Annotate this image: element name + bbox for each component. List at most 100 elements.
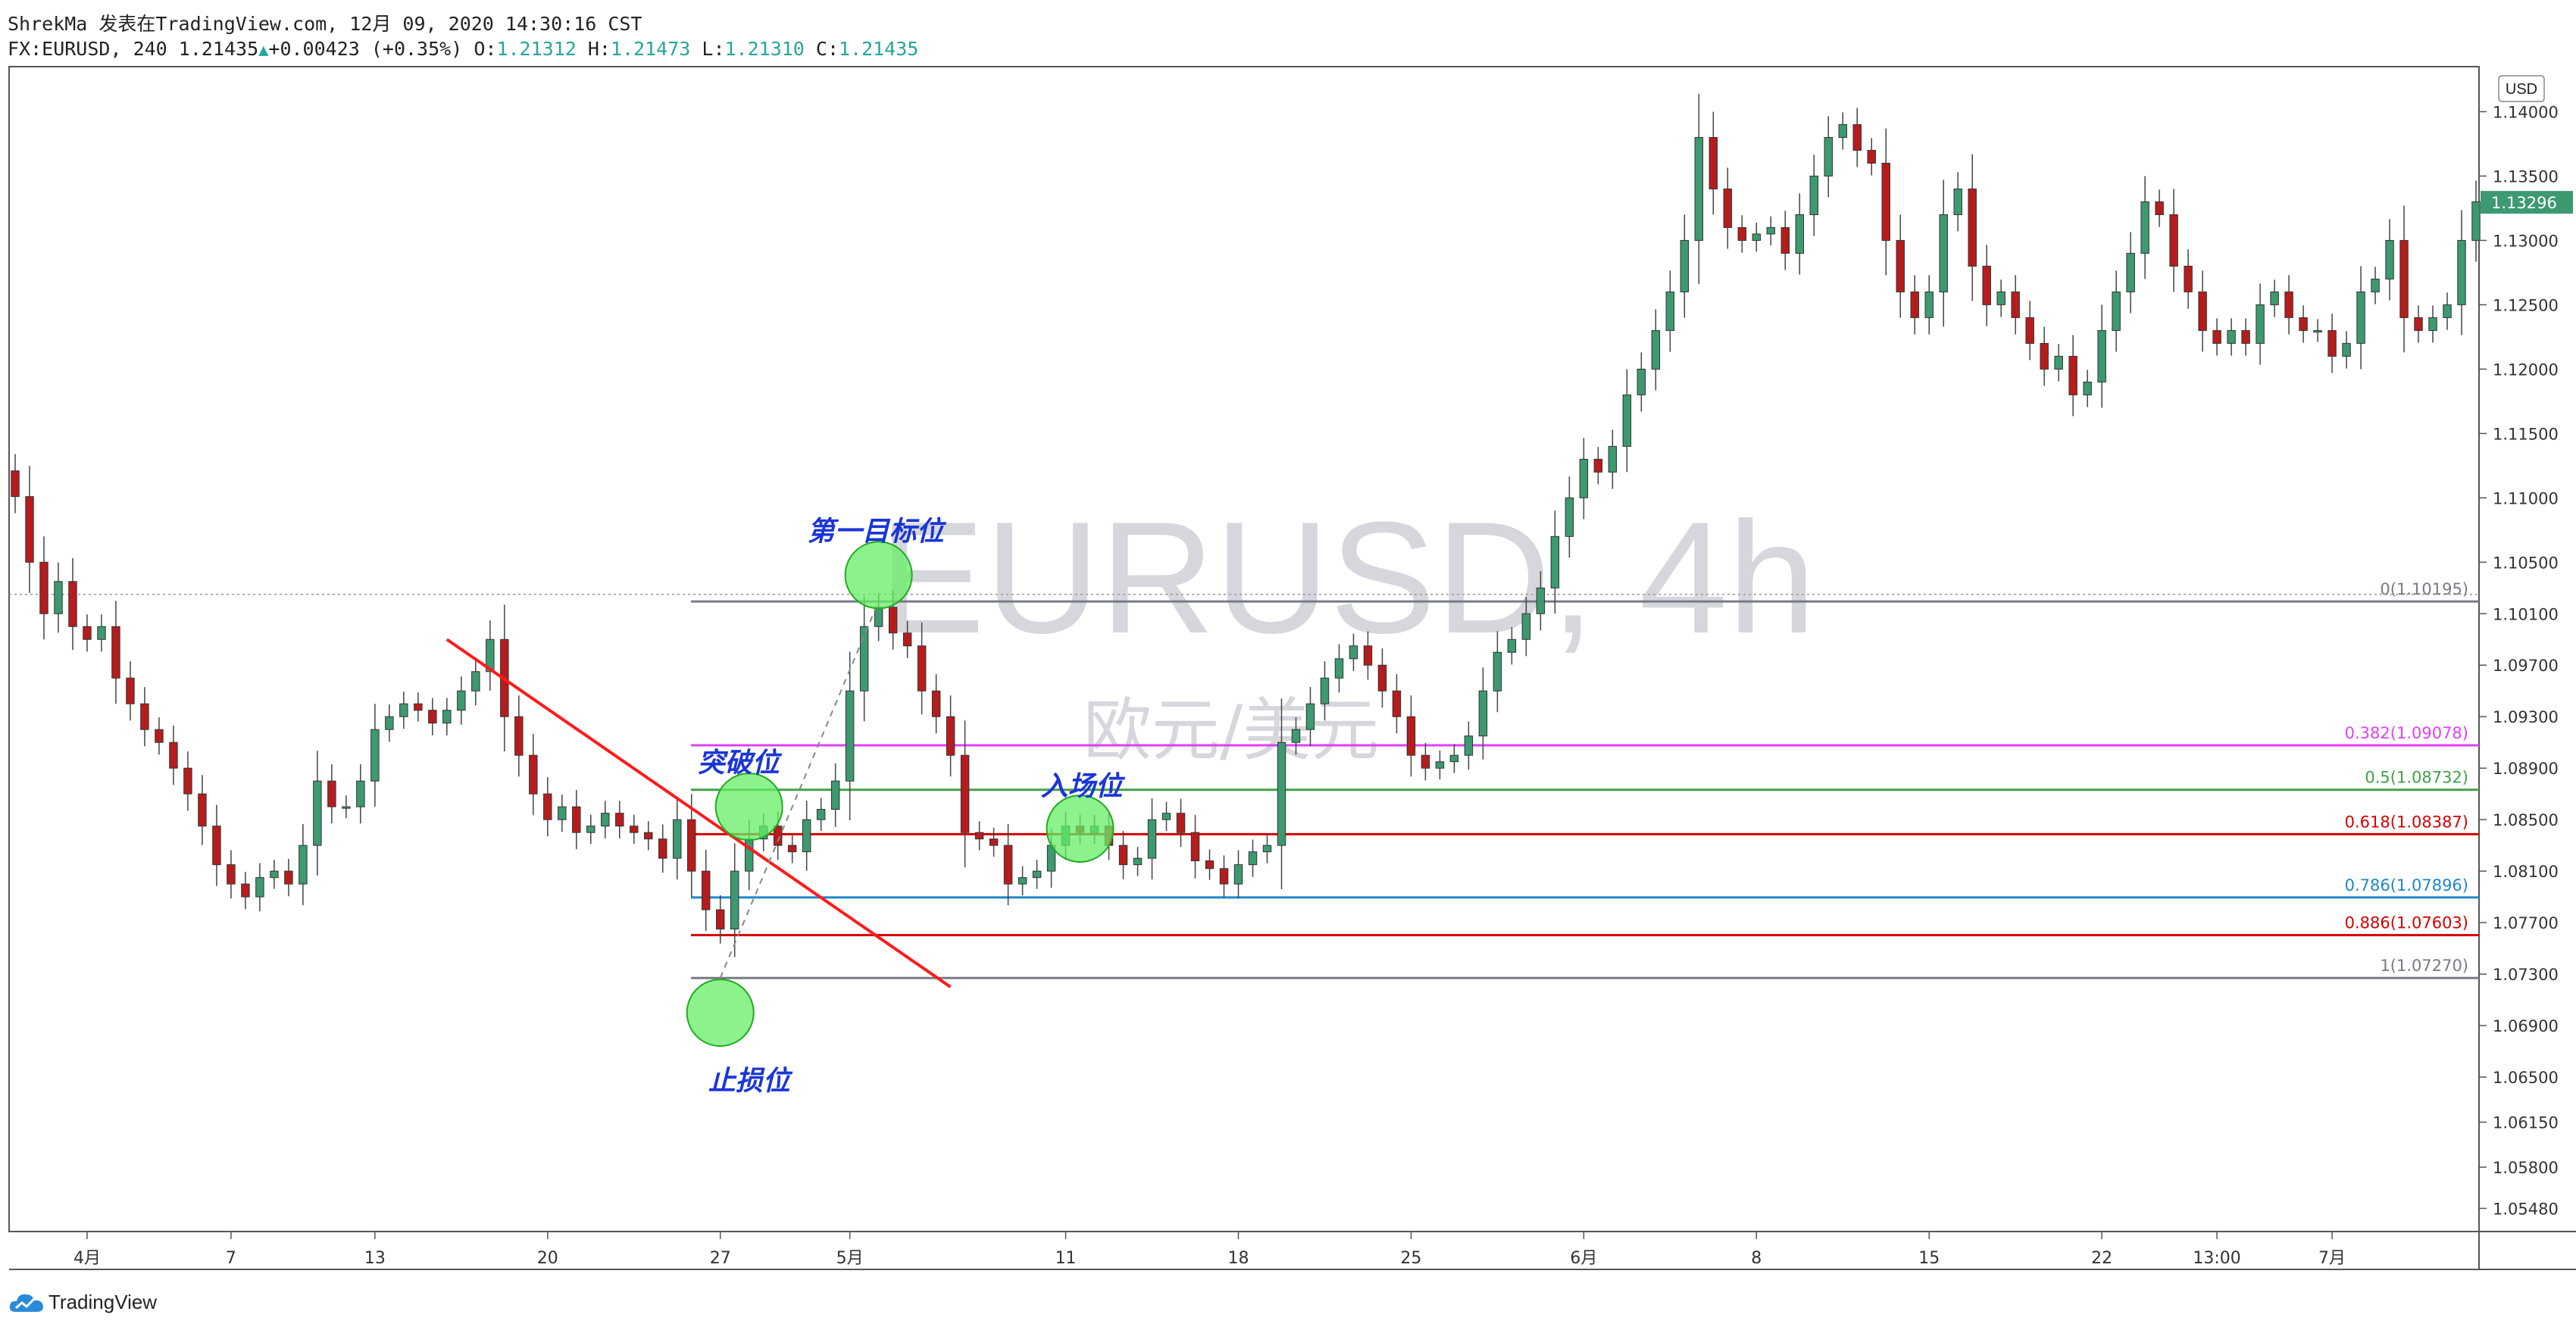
candle-body [1996, 291, 2005, 305]
fib-level-label: 0(1.10195) [2380, 580, 2468, 598]
candle-body [399, 703, 408, 717]
candle-body [155, 729, 164, 743]
candle-body [1248, 851, 1258, 866]
candle-body [902, 632, 912, 647]
fib-level-label: 0.618(1.08387) [2345, 813, 2468, 831]
trendline-group[interactable] [445, 601, 952, 988]
watermark-subtitle: 欧元/美元 [1083, 691, 1379, 770]
y-tick-label: 1.06900 [2493, 1017, 2559, 1035]
candle-body [2256, 304, 2265, 344]
annotation-circle [844, 541, 913, 610]
y-tick-label: 1.08900 [2493, 760, 2559, 778]
candle-body [1161, 813, 1171, 820]
candle-body [1435, 761, 1445, 769]
candle-body [1147, 819, 1157, 859]
fib-level-label: 1(1.07270) [2380, 957, 2468, 975]
trendline[interactable] [445, 638, 952, 988]
candle-body [2040, 342, 2049, 370]
annotation-label: 突破位 [698, 748, 783, 779]
candle-body [701, 870, 711, 910]
chart-header: ShrekMa 发表在TradingView.com, 12月 09, 2020… [8, 6, 1371, 64]
candle-body [1478, 690, 1488, 737]
candle-body [673, 819, 682, 859]
candle-body [543, 793, 552, 820]
candle-body [1291, 729, 1301, 743]
candle-body [1018, 877, 1027, 885]
candle-body [1565, 497, 1574, 537]
candle-body [1464, 735, 1474, 756]
candle-body [2112, 291, 2121, 331]
candle-body [313, 780, 322, 846]
candle-body [284, 870, 293, 885]
high-label: H: [587, 38, 611, 60]
candle-body [2227, 329, 2236, 344]
candle-body [1651, 329, 1661, 370]
candle-body [2054, 355, 2063, 370]
currency-badge-box[interactable] [2498, 75, 2545, 102]
candle-body [1896, 239, 1905, 292]
y-tick-label: 1.07700 [2493, 914, 2559, 932]
candle-body [787, 845, 797, 853]
fib-level-label: 0.886(1.07603) [2345, 914, 2468, 932]
annotation-circle [1046, 795, 1114, 863]
candle-body [1334, 658, 1344, 679]
tradingview-logo[interactable]: TradingView [9, 1288, 236, 1318]
y-tick-label: 1.06500 [2493, 1069, 2559, 1087]
candle-body [1665, 291, 1675, 331]
candle-body [2399, 239, 2409, 318]
candle-body [644, 832, 653, 840]
candle-body [2327, 329, 2337, 357]
candle-body [25, 496, 34, 563]
x-tick-label: 7 [226, 1249, 236, 1268]
high-value: 1.21473 [610, 38, 691, 60]
currency-badge[interactable]: USD [2506, 81, 2537, 98]
candle-body [1521, 613, 1531, 640]
x-tick-label: 5月 [836, 1249, 864, 1268]
y-tick-label: 1.05800 [2493, 1159, 2559, 1177]
candle-body [1305, 703, 1315, 730]
candle-body [601, 813, 610, 827]
last-price: 1.21435 [178, 38, 259, 60]
open-value: 1.21312 [496, 38, 577, 60]
candle-body [960, 754, 970, 833]
candle-body [2083, 381, 2092, 395]
x-tick-label: 8 [1751, 1249, 1762, 1268]
candle-body [1622, 394, 1632, 447]
fibonacci-retracement[interactable]: 0(1.10195) 0.382(1.09078) 0.5(1.08732) 0.61… [691, 580, 2479, 979]
time-axis[interactable]: 4月 7 13 20 27 5月 11 18 25 6月 8 15 22 13:00 7月 [73, 1232, 2346, 1268]
candle-body [227, 864, 236, 885]
candle-body [1593, 458, 1603, 473]
candle-body [1377, 664, 1387, 692]
candle-body [1205, 860, 1215, 869]
tradingview-wordmark: TradingView [48, 1291, 158, 1313]
candle-body [2356, 291, 2365, 344]
candle-body [1708, 136, 1718, 189]
candle-body [931, 690, 941, 717]
x-tick-label: 18 [1228, 1249, 1249, 1268]
candle-body [2068, 355, 2077, 395]
candle-body [11, 470, 20, 498]
y-tick-label: 1.06150 [2493, 1114, 2559, 1132]
y-tick-label: 1.08100 [2493, 863, 2559, 881]
low-value: 1.21310 [724, 38, 805, 60]
candle-body [1924, 291, 1934, 318]
candle-body [1118, 845, 1128, 866]
candle-body [1694, 136, 1704, 241]
candle-body [917, 645, 927, 692]
candle-body [816, 809, 826, 820]
x-tick-label: 25 [1400, 1249, 1421, 1268]
candle-body [183, 767, 192, 795]
annotation-label: 第一目标位 [808, 516, 947, 547]
candle-body [1680, 239, 1690, 292]
y-tick-label: 1.07300 [2493, 966, 2559, 984]
candle-body [687, 819, 696, 872]
current-price-label: 1.13296 [2491, 194, 2557, 212]
candle-body [830, 780, 840, 810]
y-tick-label: 1.11500 [2493, 425, 2559, 443]
price-axis[interactable]: 1.14000 1.13500 1.13000 1.12500 1.12000 1.115… [2479, 103, 2573, 1218]
x-tick-label: 4月 [73, 1249, 101, 1268]
candle-body [845, 690, 855, 782]
candle-body [974, 832, 984, 840]
